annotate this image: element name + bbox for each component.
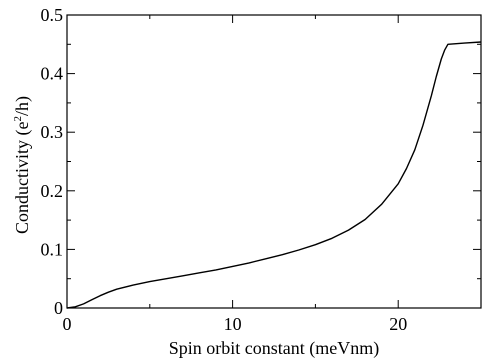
- y-tick-label: 0.5: [41, 5, 64, 25]
- series-line: [66, 41, 482, 309]
- y-tick-label: 0.1: [41, 239, 64, 259]
- y-axis-label-prefix: Conductivity (e: [12, 121, 33, 233]
- x-axis: 0 10 20: [63, 15, 482, 334]
- x-axis-label: Spin orbit constant (meVnm): [169, 338, 379, 358]
- plot-frame: [66, 14, 482, 309]
- x-tick-label: 10: [224, 314, 242, 334]
- y-axis-label: Conductivity (e2/h): [12, 96, 33, 234]
- y-tick-label: 0.4: [41, 64, 64, 84]
- plot-area: [66, 14, 482, 309]
- y-tick-label: 0: [54, 298, 63, 318]
- y-tick-label: 0.3: [41, 122, 64, 142]
- x-tick-label: 0: [63, 314, 72, 334]
- y-axis-label-suffix: /h): [12, 96, 33, 116]
- y-axis-label-superscript: 2: [12, 116, 24, 122]
- y-tick-label: 0.2: [41, 181, 64, 201]
- x-tick-label: 20: [389, 314, 407, 334]
- y-axis: 0 0.1 0.2 0.3 0.4 0.5: [41, 5, 481, 318]
